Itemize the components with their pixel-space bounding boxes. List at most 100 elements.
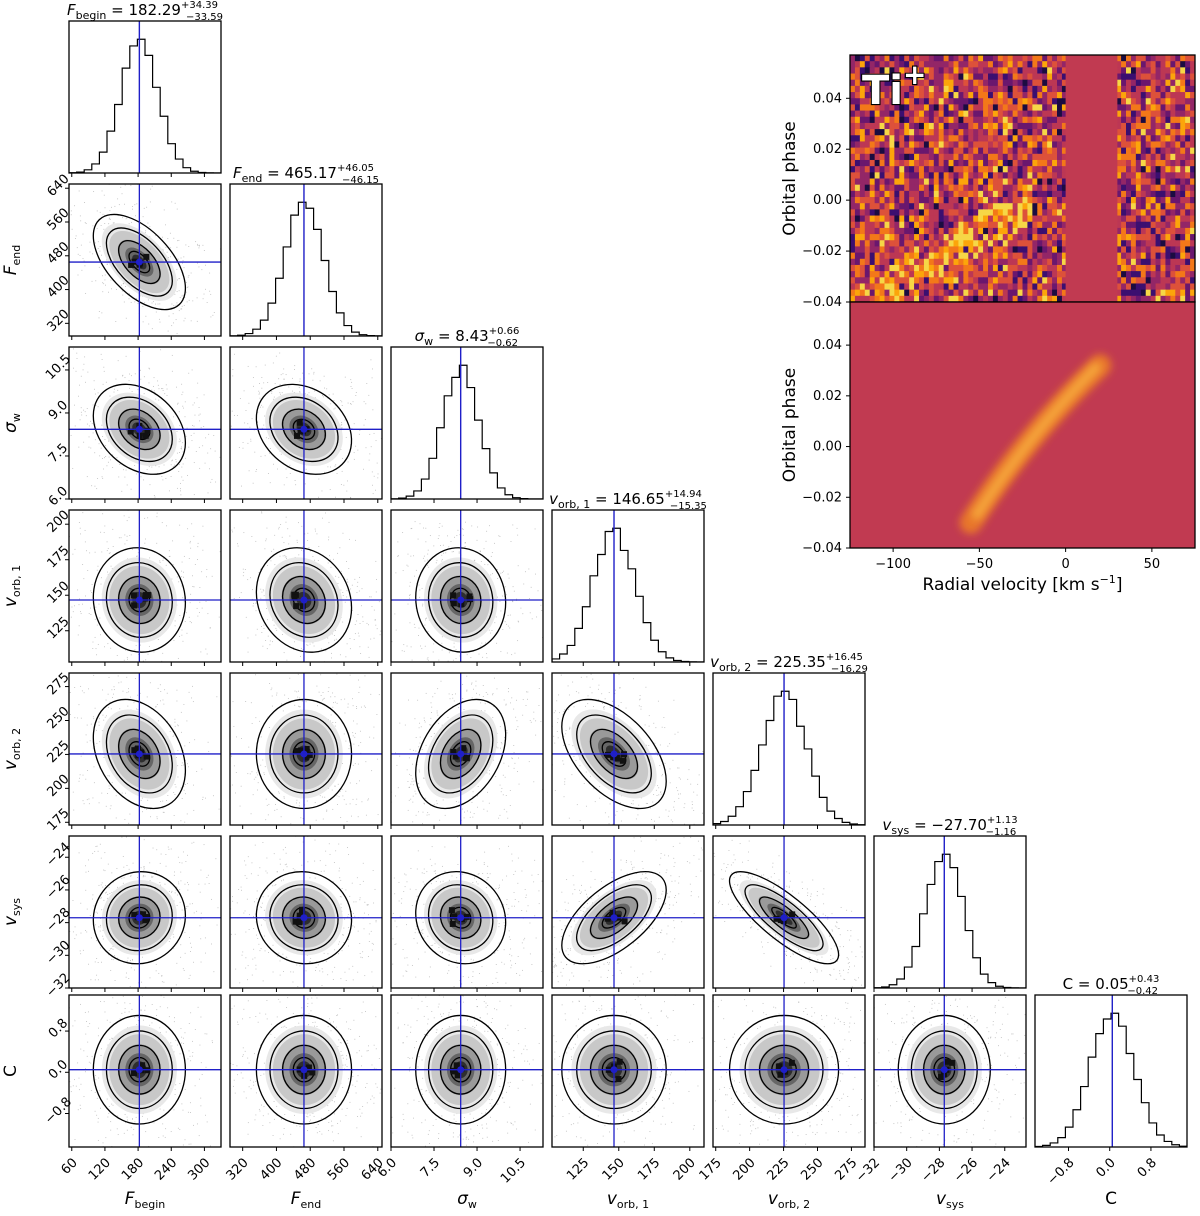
rv-x-tick-label: −50 [966, 557, 993, 572]
x-tick-label: 225 [764, 1155, 792, 1183]
truth-point [457, 1066, 465, 1074]
rv-y-tick-label: −0.04 [802, 295, 842, 310]
x-tick-label: 60 [59, 1155, 81, 1177]
panel-v_orb2-vs-v_orb1 [551, 672, 705, 829]
contour [758, 896, 810, 940]
truth-point [135, 596, 143, 604]
y-tick-label: 0.0 [46, 1057, 71, 1082]
histogram-F_end [230, 201, 382, 336]
density-peak [293, 603, 300, 610]
y-tick-label: −0.8 [42, 1095, 75, 1128]
contour [92, 547, 187, 653]
y-tick-label: 0.8 [46, 1016, 71, 1041]
contour [105, 396, 173, 463]
panel-sigma_w-vs-F_begin: 6.07.59.010.5 [43, 346, 222, 509]
histogram-sigma_w [391, 364, 543, 499]
density-peak [463, 755, 470, 762]
density-peak [609, 909, 616, 916]
title-v_sys: vsys = −27.70+1.13 −1.16 [882, 815, 1017, 838]
density-peak [131, 747, 138, 754]
density-peak [131, 1070, 138, 1077]
x-tick-label: 400 [257, 1155, 285, 1183]
density-peak [450, 600, 457, 607]
panel-frame [390, 346, 544, 500]
density-peak [144, 427, 151, 434]
panel-frame [551, 994, 705, 1148]
contour [427, 714, 494, 794]
density-peak [938, 1074, 945, 1081]
panel-v_sys-vs-v_orb2 [712, 835, 866, 992]
density-peak [615, 1076, 622, 1083]
x-tick-label: 120 [86, 1155, 114, 1183]
rv-y-tick-label: 0.00 [813, 440, 842, 455]
title-v_orb2: vorb, 2 = 225.35+16.45 −16.29 [710, 652, 868, 675]
masked-region [1065, 55, 1118, 302]
y-tick-label: 7.5 [46, 441, 71, 466]
title-F_end: Fend = 465.17+46.05 −46.15 [233, 163, 379, 186]
x-axis-label-sigma_w: σw [457, 1189, 477, 1211]
panel-v_sys-vs-v_sys: vsys = −27.70+1.13 −1.16 [873, 815, 1027, 992]
truth-point [457, 750, 465, 758]
contour [255, 547, 353, 653]
truth-point [780, 1066, 788, 1074]
density-peak [131, 602, 138, 609]
x-tick-label: 320 [224, 1155, 252, 1183]
title-v_orb1: vorb, 1 = 146.65+14.94 −15.35 [549, 489, 707, 512]
density-peak [460, 745, 467, 752]
rv-y-tick-label: 0.02 [813, 142, 842, 157]
x-tick-label: 125 [564, 1155, 592, 1183]
density-peak [296, 919, 303, 926]
contour [105, 884, 173, 952]
density-peak [944, 1058, 951, 1065]
density-peak [130, 592, 137, 599]
panel-v_orb1-vs-F_end [229, 509, 383, 666]
density-peak [293, 432, 300, 439]
contour [92, 698, 187, 810]
contour [269, 562, 339, 638]
panel-C-vs-v_orb1: 125 150 175 200 [551, 994, 705, 1184]
panel-frame [68, 20, 222, 174]
truth-point [610, 914, 618, 922]
x-tick-label: 180 [119, 1155, 147, 1183]
density-peak [613, 754, 620, 761]
panel-frame [229, 183, 383, 337]
truth-point [610, 750, 618, 758]
rv-x-tick-label: 50 [1144, 557, 1161, 572]
rv-y-tick-label: −0.04 [802, 541, 842, 556]
x-tick-label: 0.0 [1094, 1155, 1119, 1180]
density-peak [128, 261, 135, 268]
density-peak [135, 745, 142, 752]
panel-frame [229, 346, 383, 500]
contour [439, 728, 482, 780]
panel-frame [712, 994, 866, 1148]
panel-frame [229, 835, 383, 989]
contour [118, 408, 161, 451]
truth-point [940, 1066, 948, 1074]
x-tick-label: 10.5 [498, 1155, 529, 1186]
contour [92, 213, 187, 311]
y-axis-label-v_orb1: vorb, 1 [1, 565, 23, 607]
density-peak [302, 754, 309, 761]
x-tick-label: 300 [185, 1155, 213, 1183]
contour [105, 227, 173, 297]
x-tick-label: −26 [951, 1155, 981, 1185]
contour [427, 884, 494, 952]
histogram-v_orb2 [713, 690, 865, 825]
x-axis-label-v_orb1: vorb, 1 [607, 1189, 649, 1211]
panel-frame [873, 994, 1027, 1148]
contour [128, 587, 151, 613]
contour [255, 383, 353, 475]
density-peak [292, 918, 299, 925]
rv-y-tick-label: 0.04 [813, 91, 842, 106]
rv-y-tick-label: 0.00 [813, 193, 842, 208]
panel-frame [68, 835, 222, 989]
density-peak [775, 1063, 782, 1070]
panel-v_sys-vs-F_begin: −32−30−28−26−24 [44, 835, 222, 1001]
density-peak [296, 912, 303, 919]
title-F_begin: Fbegin = 182.29+34.39 −33.59 [67, 0, 223, 23]
panel-frame [68, 672, 222, 826]
contour [561, 698, 667, 810]
x-tick-label: −0.8 [1045, 1155, 1078, 1188]
